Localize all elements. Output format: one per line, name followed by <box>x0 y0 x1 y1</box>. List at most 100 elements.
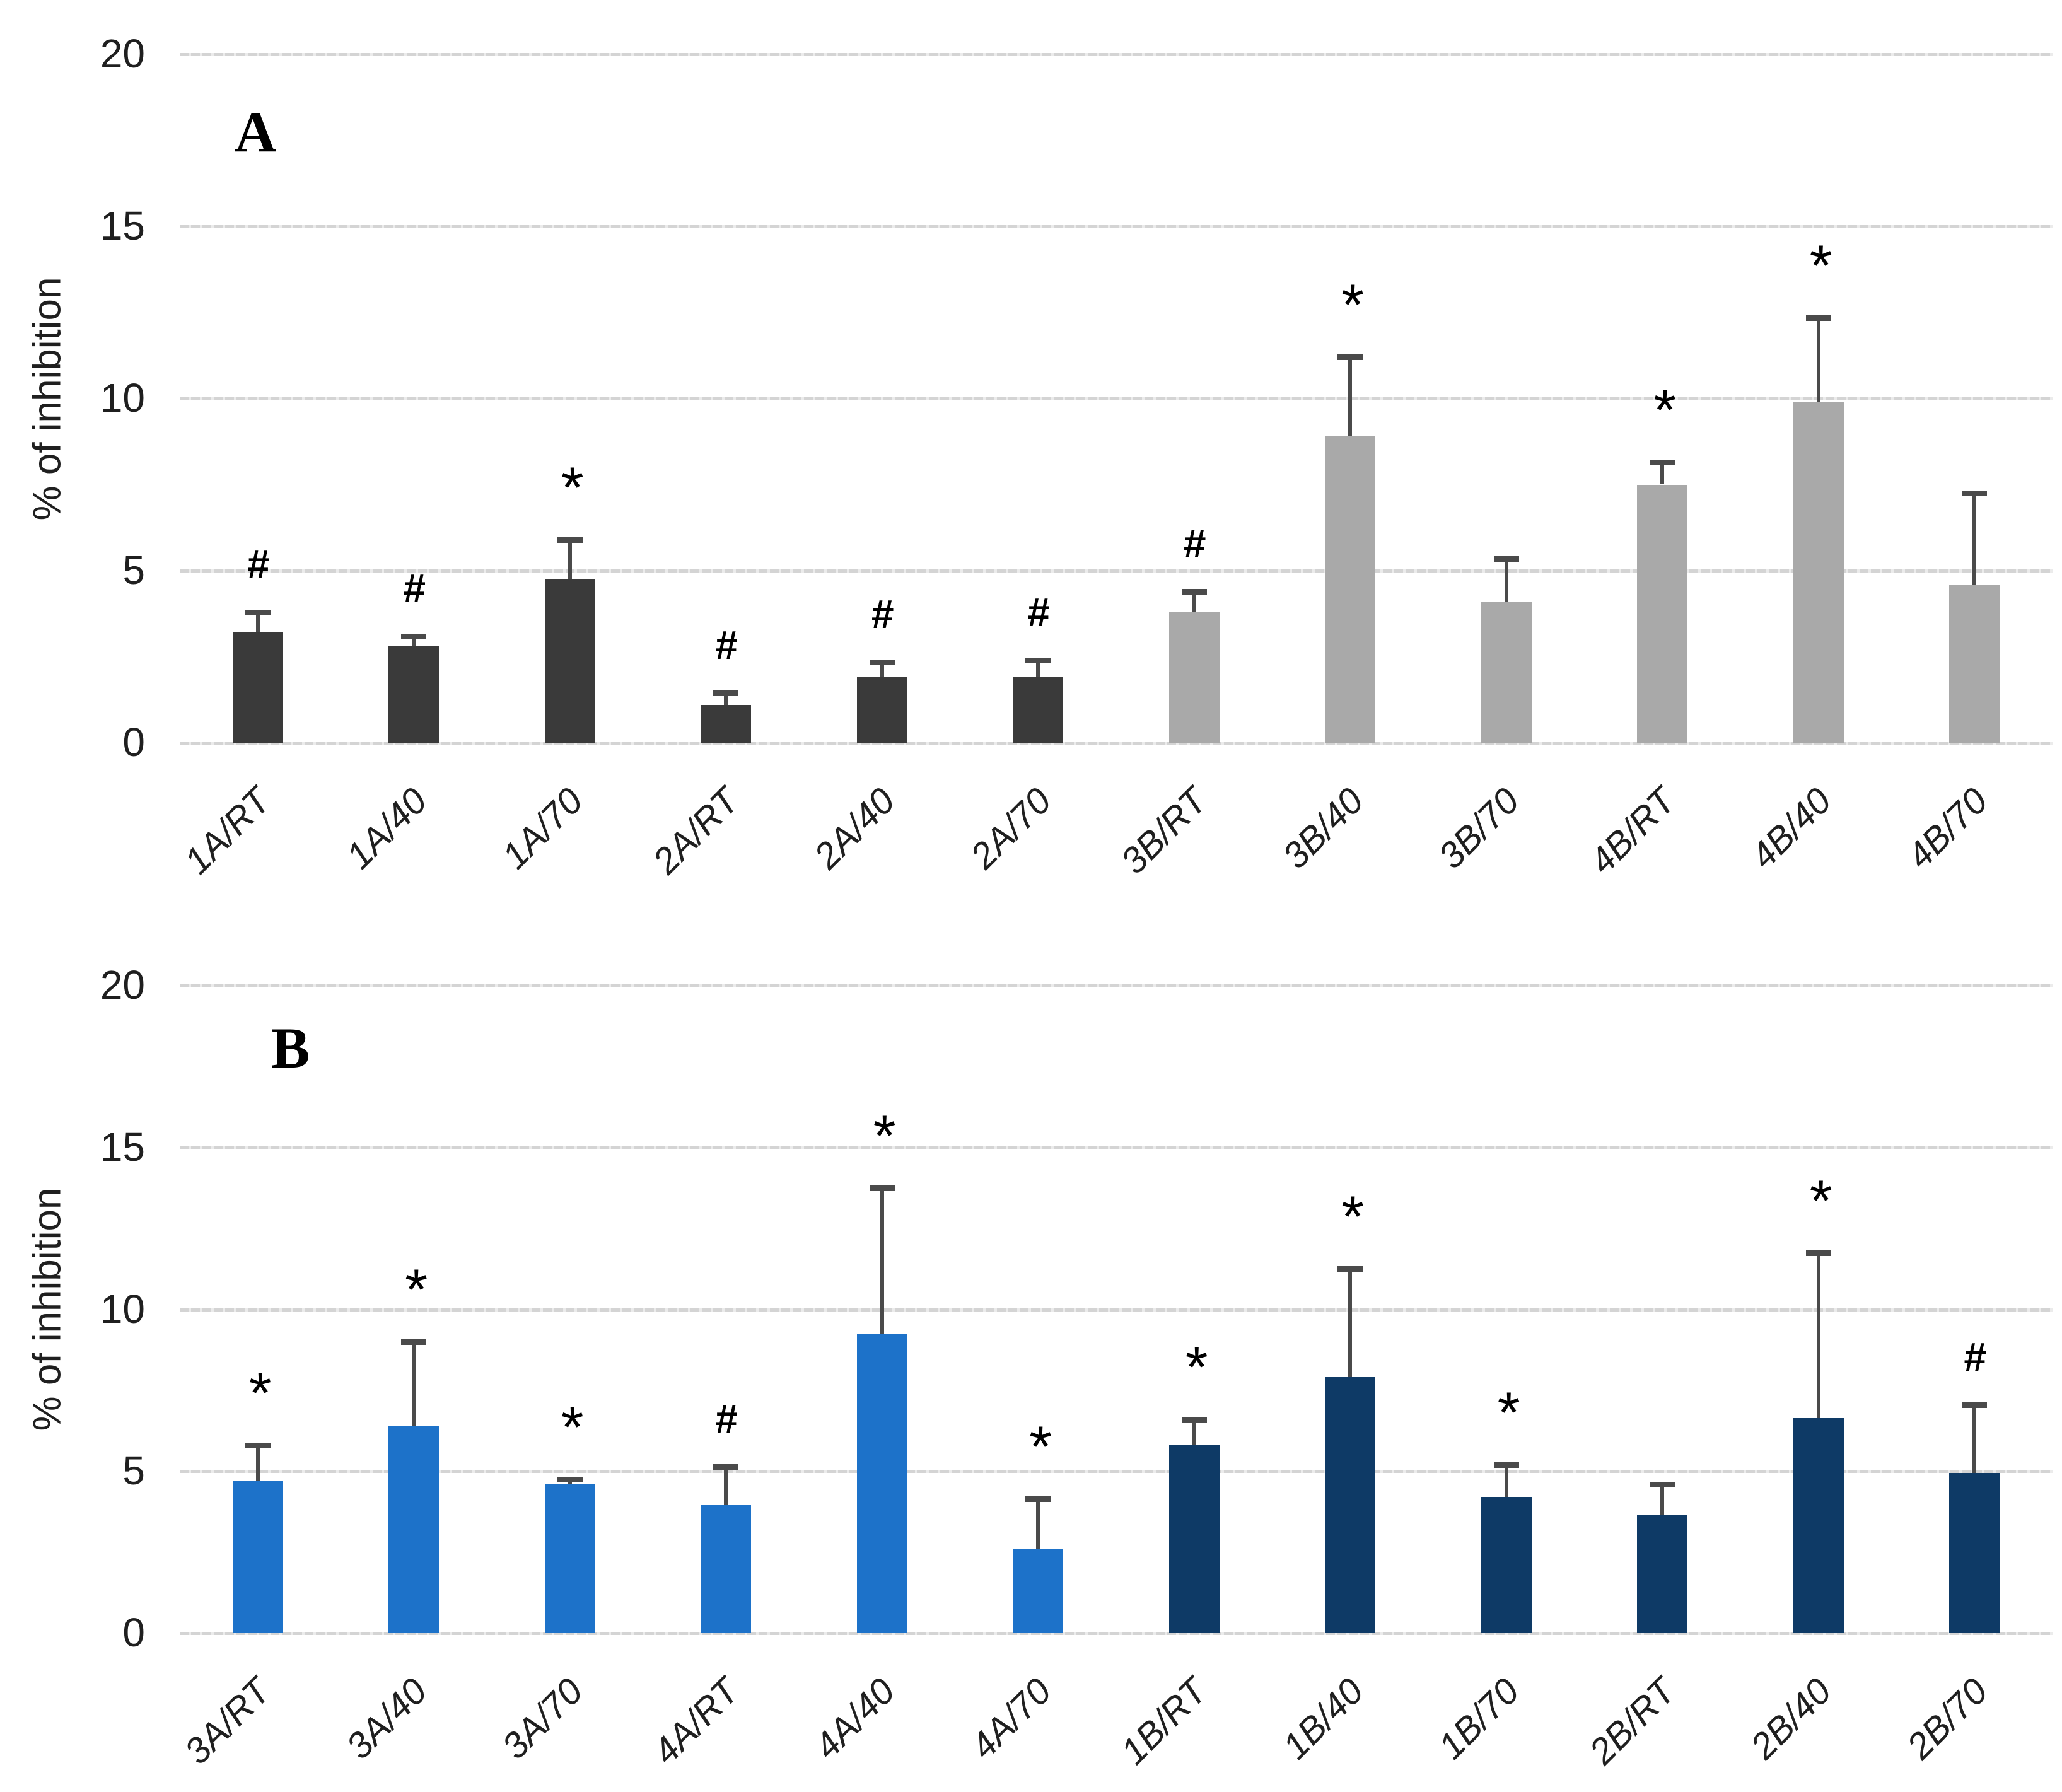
bar-1A/70 <box>544 579 595 743</box>
error-bar-cap-1B/RT <box>1181 1417 1207 1423</box>
error-bar-cap-2A/70 <box>1025 657 1051 663</box>
x-axis-label-2B/70: 2B/70 <box>1899 1670 1996 1767</box>
significance-marker-3B/RT: # <box>1182 520 1206 566</box>
x-axis-label-3A/RT: 3A/RT <box>177 1670 279 1772</box>
x-axis-label-4A/70: 4A/70 <box>962 1670 1059 1767</box>
significance-marker-4A/70: * <box>1027 1414 1050 1479</box>
error-bar-cap-1A/RT <box>245 609 271 615</box>
bar-2A/RT <box>701 704 752 743</box>
gridline-y15 <box>180 225 2053 228</box>
error-bar-1A/40 <box>412 636 416 647</box>
x-axis-label-1B/70: 1B/70 <box>1430 1670 1527 1767</box>
significance-marker-2A/RT: # <box>714 622 738 668</box>
bar-2A/70 <box>1013 677 1064 743</box>
gridline-y0 <box>180 742 2053 745</box>
y-tick-label: 0 <box>122 719 145 765</box>
error-bar-cap-1A/40 <box>401 633 427 639</box>
error-bar-3B/40 <box>1348 357 1353 437</box>
error-bar-cap-2B/40 <box>1805 1250 1831 1256</box>
x-axis-label-3B/RT: 3B/RT <box>1113 780 1215 882</box>
error-bar-1A/RT <box>255 612 260 633</box>
error-bar-cap-4B/RT <box>1650 460 1675 465</box>
y-tick-label: 20 <box>100 962 145 1008</box>
x-axis-label-4B/RT: 4B/RT <box>1581 780 1684 882</box>
error-bar-cap-2B/RT <box>1650 1481 1675 1487</box>
gridline-y5 <box>180 1470 2053 1474</box>
significance-marker-2A/70: # <box>1027 589 1050 635</box>
panel-label-a: A <box>235 100 277 164</box>
error-bar-cap-4B/70 <box>1962 491 1988 497</box>
error-bar-cap-4A/70 <box>1025 1496 1051 1502</box>
error-bar-4B/40 <box>1816 317 1820 402</box>
error-bar-cap-2A/40 <box>869 659 895 665</box>
error-bar-4B/RT <box>1660 462 1665 485</box>
significance-marker-4B/RT: * <box>1651 378 1674 443</box>
error-bar-cap-4A/RT <box>713 1463 739 1470</box>
error-bar-4B/70 <box>1972 493 1977 585</box>
significance-marker-3A/70: * <box>558 1395 581 1460</box>
significance-marker-1A/40: # <box>402 565 426 611</box>
significance-marker-1A/70: * <box>558 455 581 520</box>
y-tick-label: 10 <box>100 375 145 421</box>
bar-1B/40 <box>1325 1377 1376 1633</box>
error-bar-cap-3A/RT <box>245 1443 271 1449</box>
y-tick-label: 10 <box>100 1286 145 1332</box>
significance-marker-3A/RT: * <box>246 1361 269 1426</box>
error-bar-4A/RT <box>724 1466 728 1506</box>
x-axis-label-2A/RT: 2A/RT <box>644 780 747 882</box>
error-bar-cap-4A/40 <box>869 1185 895 1191</box>
x-axis-label-2B/RT: 2B/RT <box>1581 1670 1684 1772</box>
error-bar-cap-4B/40 <box>1805 315 1831 321</box>
x-axis-label-2B/40: 2B/40 <box>1742 1670 1839 1767</box>
gridline-y0 <box>180 1632 2053 1635</box>
error-bar-2B/70 <box>1972 1404 1977 1473</box>
error-bar-cap-1A/70 <box>557 537 583 543</box>
x-axis-label-4A/RT: 4A/RT <box>644 1670 747 1772</box>
x-axis-label-1A/40: 1A/40 <box>338 780 435 877</box>
significance-marker-4B/40: * <box>1807 233 1830 298</box>
significance-marker-1B/40: * <box>1339 1185 1362 1250</box>
error-bar-3B/70 <box>1504 558 1508 602</box>
error-bar-cap-2A/RT <box>713 690 739 696</box>
error-bar-1B/70 <box>1504 1464 1508 1498</box>
panel-label-b: B <box>271 1016 310 1080</box>
significance-marker-1A/RT: # <box>246 541 269 587</box>
error-bar-3A/40 <box>412 1341 416 1426</box>
bar-4B/RT <box>1637 484 1688 743</box>
bar-1B/RT <box>1168 1445 1220 1633</box>
bar-1B/70 <box>1481 1497 1532 1633</box>
gridline-y10 <box>180 1308 2053 1312</box>
error-bar-cap-1B/40 <box>1337 1266 1363 1272</box>
significance-marker-4A/40: * <box>870 1103 894 1168</box>
x-axis-label-3A/70: 3A/70 <box>494 1670 591 1767</box>
bar-4B/70 <box>1949 584 2000 743</box>
bar-4A/70 <box>1013 1549 1064 1633</box>
y-tick-label: 15 <box>100 203 145 248</box>
significance-marker-3B/40: * <box>1339 273 1362 338</box>
error-bar-cap-3B/40 <box>1337 354 1363 361</box>
y-tick-label: 5 <box>122 547 145 593</box>
gridline-y10 <box>180 397 2053 400</box>
significance-marker-1B/70: * <box>1494 1380 1518 1445</box>
bar-3A/70 <box>544 1484 595 1633</box>
error-bar-2A/RT <box>724 692 728 705</box>
gridline-y5 <box>180 569 2053 573</box>
significance-marker-2B/40: * <box>1807 1168 1830 1233</box>
bar-4A/40 <box>856 1334 907 1633</box>
gridline-y20 <box>180 53 2053 56</box>
bar-4B/40 <box>1793 402 1844 743</box>
y-tick-label: 0 <box>122 1610 145 1655</box>
error-bar-4A/40 <box>880 1187 884 1334</box>
significance-marker-2A/40: # <box>870 591 894 637</box>
x-axis-label-4B/70: 4B/70 <box>1899 780 1996 877</box>
error-bar-2A/40 <box>880 661 884 678</box>
bar-3A/40 <box>388 1426 440 1633</box>
error-bar-cap-3B/RT <box>1181 588 1207 595</box>
error-bar-1B/RT <box>1192 1419 1196 1446</box>
x-axis-label-1B/RT: 1B/RT <box>1113 1670 1215 1772</box>
error-bar-2B/40 <box>1816 1252 1820 1418</box>
bar-3B/40 <box>1325 436 1376 743</box>
bar-2B/40 <box>1793 1417 1844 1633</box>
gridline-y15 <box>180 1146 2053 1149</box>
